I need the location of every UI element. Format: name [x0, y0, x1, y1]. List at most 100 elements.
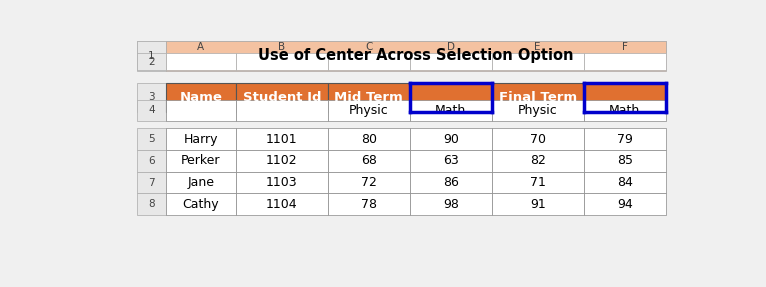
- Bar: [137, 193, 165, 215]
- Bar: [492, 150, 584, 172]
- Text: D: D: [447, 42, 455, 52]
- Bar: [328, 100, 410, 121]
- Bar: [165, 172, 236, 193]
- Bar: [236, 128, 328, 150]
- Bar: [492, 193, 584, 215]
- Bar: [492, 100, 584, 121]
- Bar: [137, 172, 165, 193]
- Text: 70: 70: [530, 133, 545, 146]
- Bar: [492, 83, 584, 112]
- Bar: [410, 172, 492, 193]
- Bar: [137, 41, 165, 71]
- Bar: [328, 41, 410, 53]
- Bar: [410, 150, 492, 172]
- Text: 84: 84: [617, 176, 633, 189]
- Bar: [410, 100, 492, 121]
- Bar: [236, 100, 328, 121]
- Text: Student Id: Student Id: [243, 91, 321, 104]
- Bar: [584, 83, 666, 112]
- Text: Jane: Jane: [188, 176, 214, 189]
- Text: 90: 90: [443, 133, 459, 146]
- Bar: [410, 128, 492, 150]
- Bar: [328, 150, 410, 172]
- Bar: [584, 128, 666, 150]
- Bar: [137, 41, 165, 53]
- Bar: [236, 172, 328, 193]
- Text: 72: 72: [361, 176, 377, 189]
- Bar: [236, 53, 328, 70]
- Text: 4: 4: [149, 105, 155, 115]
- Text: 1102: 1102: [266, 154, 298, 167]
- Text: 5: 5: [149, 134, 155, 144]
- Text: 68: 68: [361, 154, 377, 167]
- Text: 91: 91: [530, 198, 545, 211]
- Bar: [584, 53, 666, 70]
- Text: 1: 1: [149, 51, 155, 61]
- Text: Use of Center Across Selection Option: Use of Center Across Selection Option: [258, 49, 574, 63]
- Bar: [410, 53, 492, 70]
- Bar: [328, 53, 410, 70]
- Text: 79: 79: [617, 133, 633, 146]
- Text: E: E: [535, 42, 541, 52]
- Bar: [492, 53, 584, 70]
- Text: Harry: Harry: [184, 133, 218, 146]
- Bar: [584, 193, 666, 215]
- Bar: [165, 128, 236, 150]
- Text: Math: Math: [609, 104, 640, 117]
- Bar: [410, 83, 492, 112]
- Bar: [137, 83, 165, 112]
- Bar: [584, 172, 666, 193]
- Text: 6: 6: [149, 156, 155, 166]
- Bar: [137, 128, 165, 150]
- Text: 1104: 1104: [266, 198, 298, 211]
- Text: C: C: [365, 42, 372, 52]
- Text: Mid Term: Mid Term: [335, 91, 403, 104]
- Bar: [584, 83, 666, 112]
- Text: 1101: 1101: [266, 133, 298, 146]
- Bar: [410, 41, 492, 53]
- Text: 3: 3: [149, 92, 155, 102]
- Bar: [328, 83, 410, 112]
- Bar: [492, 128, 584, 150]
- Text: 85: 85: [617, 154, 633, 167]
- Text: Math: Math: [435, 104, 466, 117]
- Text: 7: 7: [149, 177, 155, 187]
- Text: Name: Name: [179, 91, 222, 104]
- Text: 94: 94: [617, 198, 633, 211]
- Bar: [165, 193, 236, 215]
- Bar: [165, 100, 236, 121]
- Text: Cathy: Cathy: [182, 198, 219, 211]
- Text: F: F: [622, 42, 627, 52]
- Bar: [165, 150, 236, 172]
- Text: 2: 2: [149, 57, 155, 67]
- Bar: [236, 41, 328, 53]
- Text: 86: 86: [443, 176, 459, 189]
- Text: Physic: Physic: [518, 104, 558, 117]
- Text: A: A: [198, 42, 205, 52]
- Bar: [236, 150, 328, 172]
- Bar: [410, 83, 492, 112]
- Bar: [328, 172, 410, 193]
- Text: 71: 71: [530, 176, 545, 189]
- Bar: [328, 193, 410, 215]
- Bar: [137, 100, 165, 121]
- Bar: [165, 41, 236, 53]
- Text: B: B: [278, 42, 286, 52]
- Bar: [584, 41, 666, 53]
- Bar: [165, 41, 666, 71]
- Text: Final Term: Final Term: [499, 91, 577, 104]
- Bar: [410, 193, 492, 215]
- Bar: [236, 83, 328, 112]
- Bar: [236, 193, 328, 215]
- Text: 63: 63: [443, 154, 459, 167]
- Bar: [137, 150, 165, 172]
- Text: 98: 98: [443, 198, 459, 211]
- Text: 80: 80: [361, 133, 377, 146]
- Text: Physic: Physic: [349, 104, 388, 117]
- Bar: [492, 41, 584, 53]
- Text: Perker: Perker: [181, 154, 221, 167]
- Bar: [165, 83, 236, 112]
- Bar: [137, 53, 165, 70]
- Bar: [584, 150, 666, 172]
- Text: 78: 78: [361, 198, 377, 211]
